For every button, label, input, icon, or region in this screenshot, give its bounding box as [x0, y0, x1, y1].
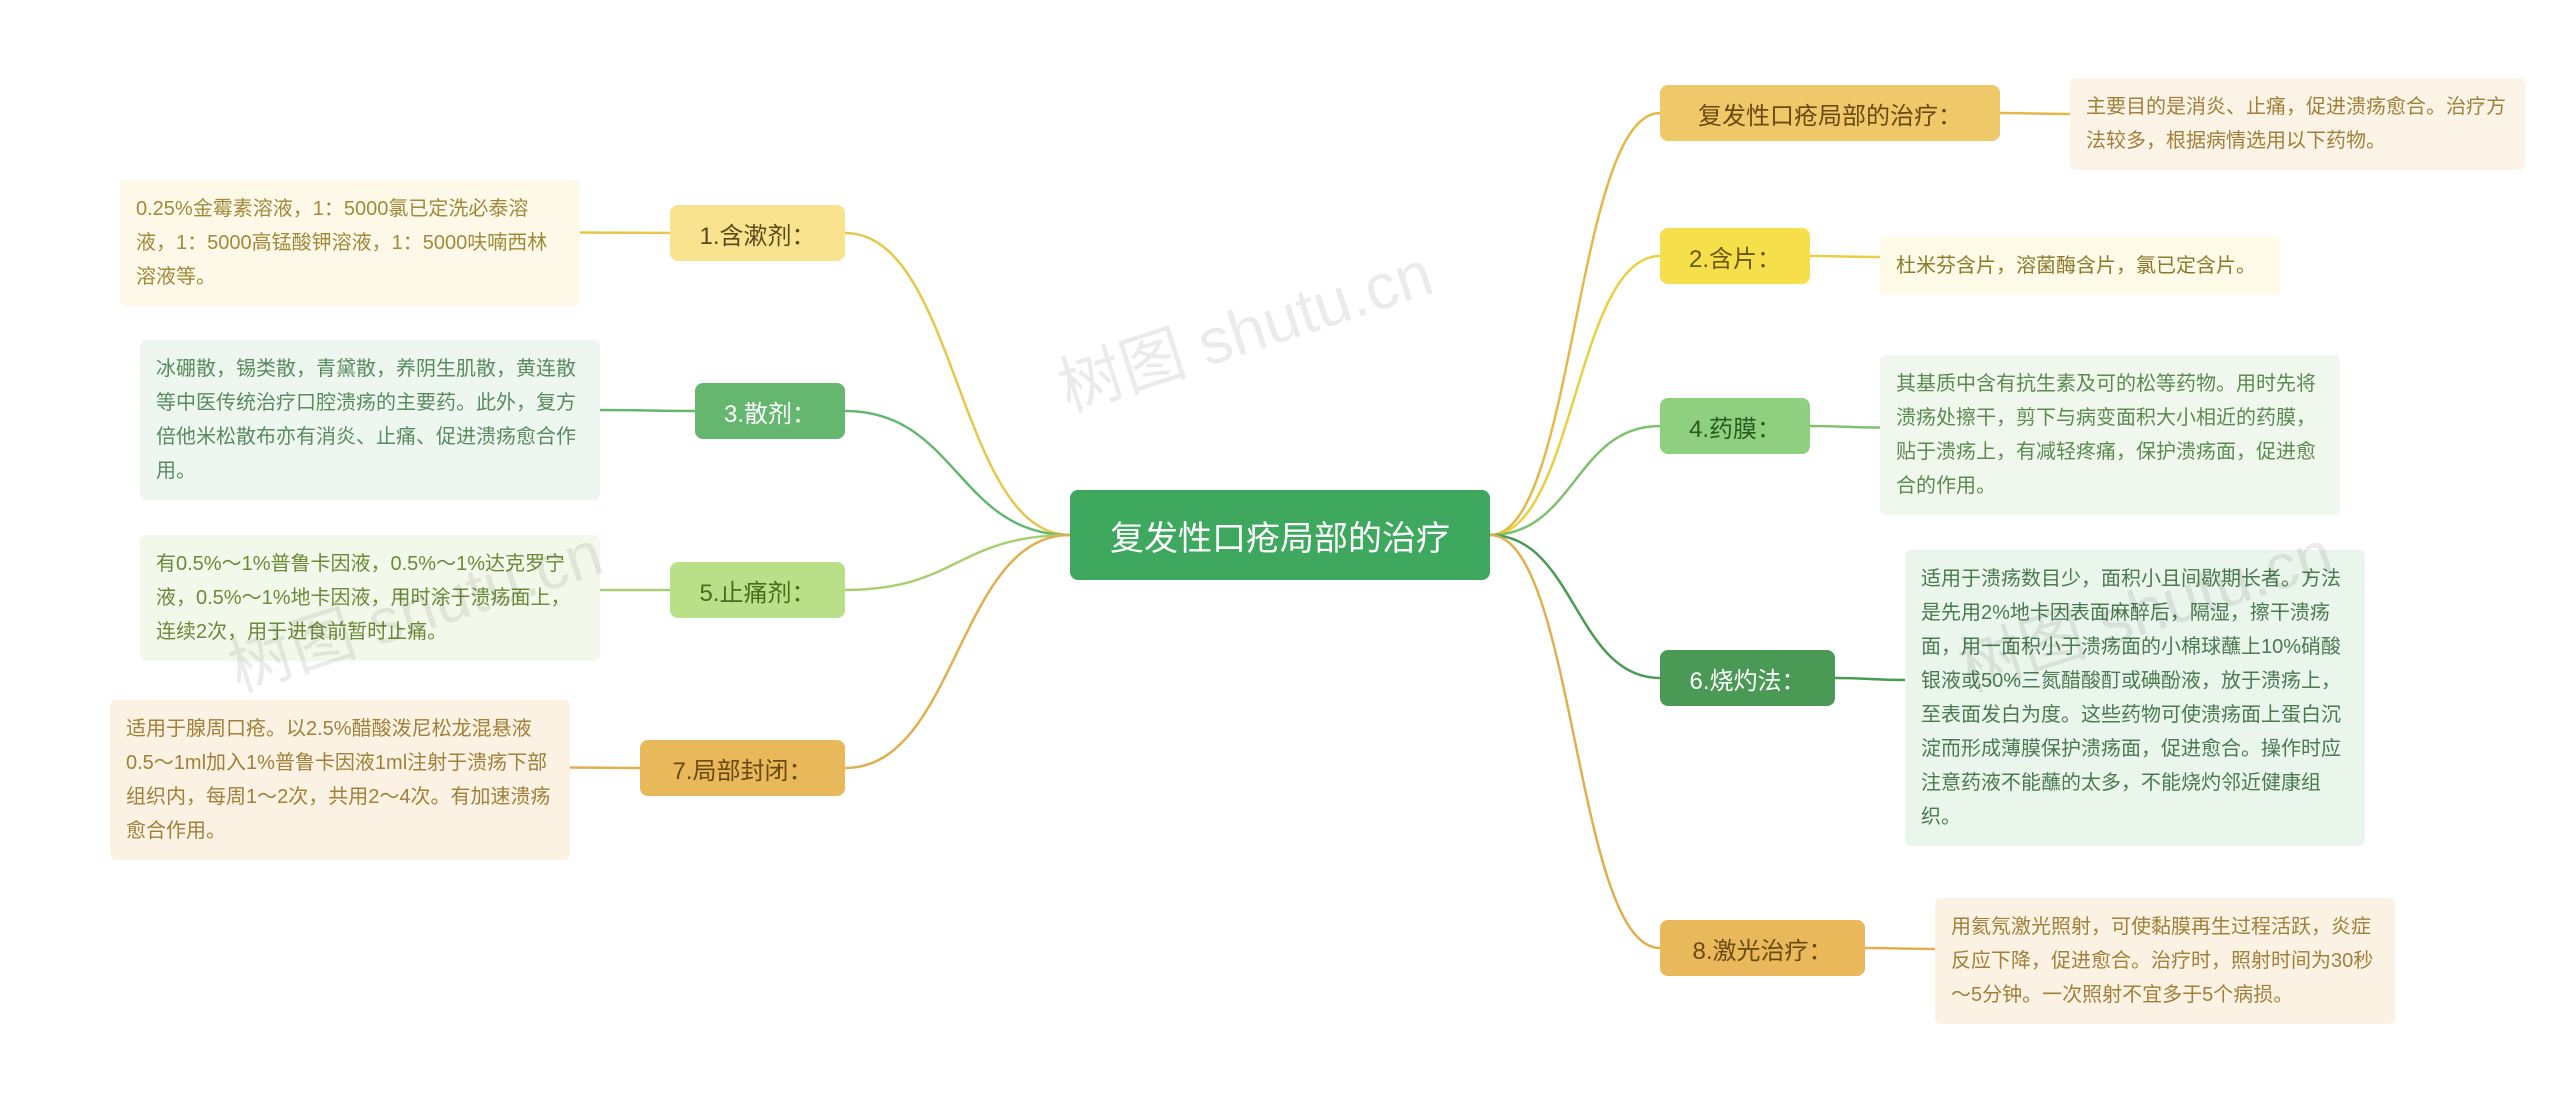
leaf-b3: 冰硼散，锡类散，青黛散，养阴生肌散，黄连散等中医传统治疗口腔溃疡的主要药。此外，… [140, 340, 600, 500]
branch-b5: 5.止痛剂： [670, 562, 845, 618]
leaf-b8: 用氦氖激光照射，可使黏膜再生过程活跃，炎症反应下降，促进愈合。治疗时，照射时间为… [1935, 898, 2395, 1024]
branch-b8: 8.激光治疗： [1660, 920, 1865, 976]
leaf-b6: 适用于溃疡数目少，面积小且间歇期长者。方法是先用2%地卡因表面麻醉后，隔湿，擦干… [1905, 550, 2365, 846]
branch-b1: 1.含漱剂： [670, 205, 845, 261]
branch-b4: 4.药膜： [1660, 398, 1810, 454]
branch-b6: 6.烧灼法： [1660, 650, 1835, 706]
leaf-b1: 0.25%金霉素溶液，1：5000氯已定洗必泰溶液，1：5000高锰酸钾溶液，1… [120, 180, 580, 306]
leaf-b5: 有0.5%～1%普鲁卡因液，0.5%～1%达克罗宁液，0.5%～1%地卡因液，用… [140, 535, 600, 661]
watermark: 树图 shutu.cn [1045, 222, 1442, 429]
branch-b7: 7.局部封闭： [640, 740, 845, 796]
branch-b2: 2.含片： [1660, 228, 1810, 284]
branch-b3: 3.散剂： [695, 383, 845, 439]
leaf-b2: 杜米芬含片，溶菌酶含片，氯已定含片。 [1880, 237, 2280, 295]
leaf-b0: 主要目的是消炎、止痛，促进溃疡愈合。治疗方法较多，根据病情选用以下药物。 [2070, 78, 2525, 170]
root-node: 复发性口疮局部的治疗 [1070, 490, 1490, 580]
leaf-b4: 其基质中含有抗生素及可的松等药物。用时先将溃疡处擦干，剪下与病变面积大小相近的药… [1880, 355, 2340, 515]
branch-b0: 复发性口疮局部的治疗： [1660, 85, 2000, 141]
leaf-b7: 适用于腺周口疮。以2.5%醋酸泼尼松龙混悬液0.5～1ml加入1%普鲁卡因液1m… [110, 700, 570, 860]
